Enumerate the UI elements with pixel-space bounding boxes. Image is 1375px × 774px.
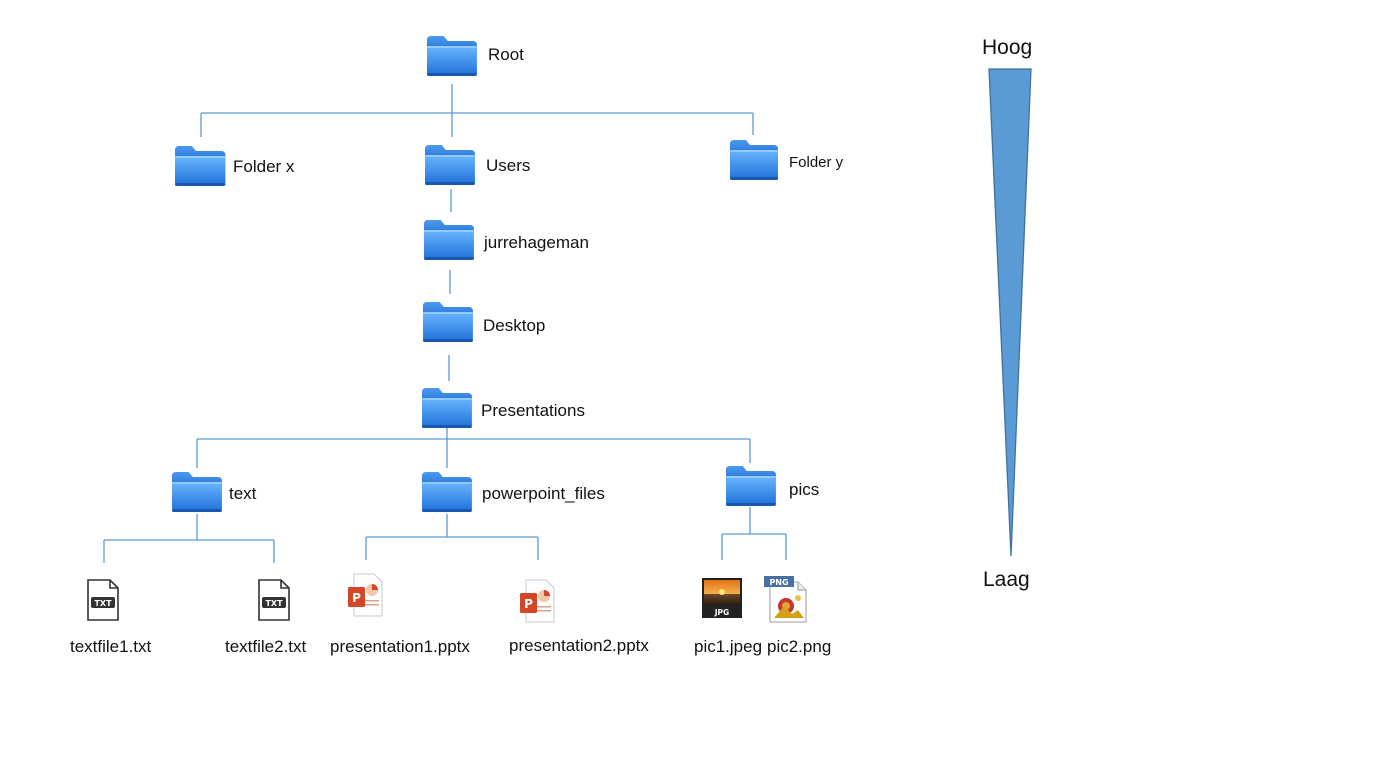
node-label-text: text xyxy=(229,484,257,503)
node-label-pics: pics xyxy=(789,480,820,499)
folder-icon-powerpoint-files xyxy=(422,472,472,512)
node-label-folder-x: Folder x xyxy=(233,157,295,176)
pptx-file-icon-2: P xyxy=(520,579,555,623)
txt-file-icon-1: TXT xyxy=(87,579,119,621)
file-label-pic1: pic1.jpeg xyxy=(694,637,763,656)
file-label-pic2: pic2.png xyxy=(767,637,832,656)
folder-icon-presentations xyxy=(422,388,472,428)
node-label-folder-y: Folder y xyxy=(789,154,844,171)
jpg-badge: JPG xyxy=(714,608,729,617)
node-label-desktop: Desktop xyxy=(483,316,546,335)
hierarchy-scale-triangle xyxy=(988,68,1032,557)
folder-icon-jurrehageman xyxy=(424,220,474,260)
node-label-users: Users xyxy=(486,156,531,175)
txt-badge: TXT xyxy=(94,599,112,608)
txt-badge: TXT xyxy=(265,599,283,608)
pptx-file-icon-1: P xyxy=(348,573,383,617)
folder-icon-folder-y xyxy=(730,140,778,180)
file-label-textfile2: textfile2.txt xyxy=(225,637,307,656)
jpg-file-icon: JPG xyxy=(702,578,742,618)
txt-file-icon-2: TXT xyxy=(258,579,290,621)
folder-icon-root xyxy=(427,36,477,76)
scale-label-low: Laag xyxy=(983,568,1030,591)
ppt-letter: P xyxy=(524,597,533,611)
folder-icon-pics xyxy=(726,466,776,506)
ppt-letter: P xyxy=(352,591,361,605)
node-label-jurrehageman: jurrehageman xyxy=(484,233,589,252)
png-badge: PNG xyxy=(769,578,788,587)
node-label-presentations: Presentations xyxy=(481,401,585,420)
file-label-textfile1: textfile1.txt xyxy=(70,637,152,656)
node-label-powerpoint-files: powerpoint_files xyxy=(482,484,605,503)
folder-icon-text xyxy=(172,472,222,512)
png-file-icon: PNG xyxy=(764,576,807,623)
file-label-presentation1: presentation1.pptx xyxy=(330,637,470,656)
connector-lines xyxy=(103,84,787,563)
folder-icon-folder-x xyxy=(175,146,226,186)
folder-icon-users xyxy=(425,145,475,185)
file-label-presentation2: presentation2.pptx xyxy=(509,636,649,655)
node-label-root: Root xyxy=(488,45,524,64)
scale-label-high: Hoog xyxy=(982,36,1033,59)
folder-icon-desktop xyxy=(423,302,473,342)
